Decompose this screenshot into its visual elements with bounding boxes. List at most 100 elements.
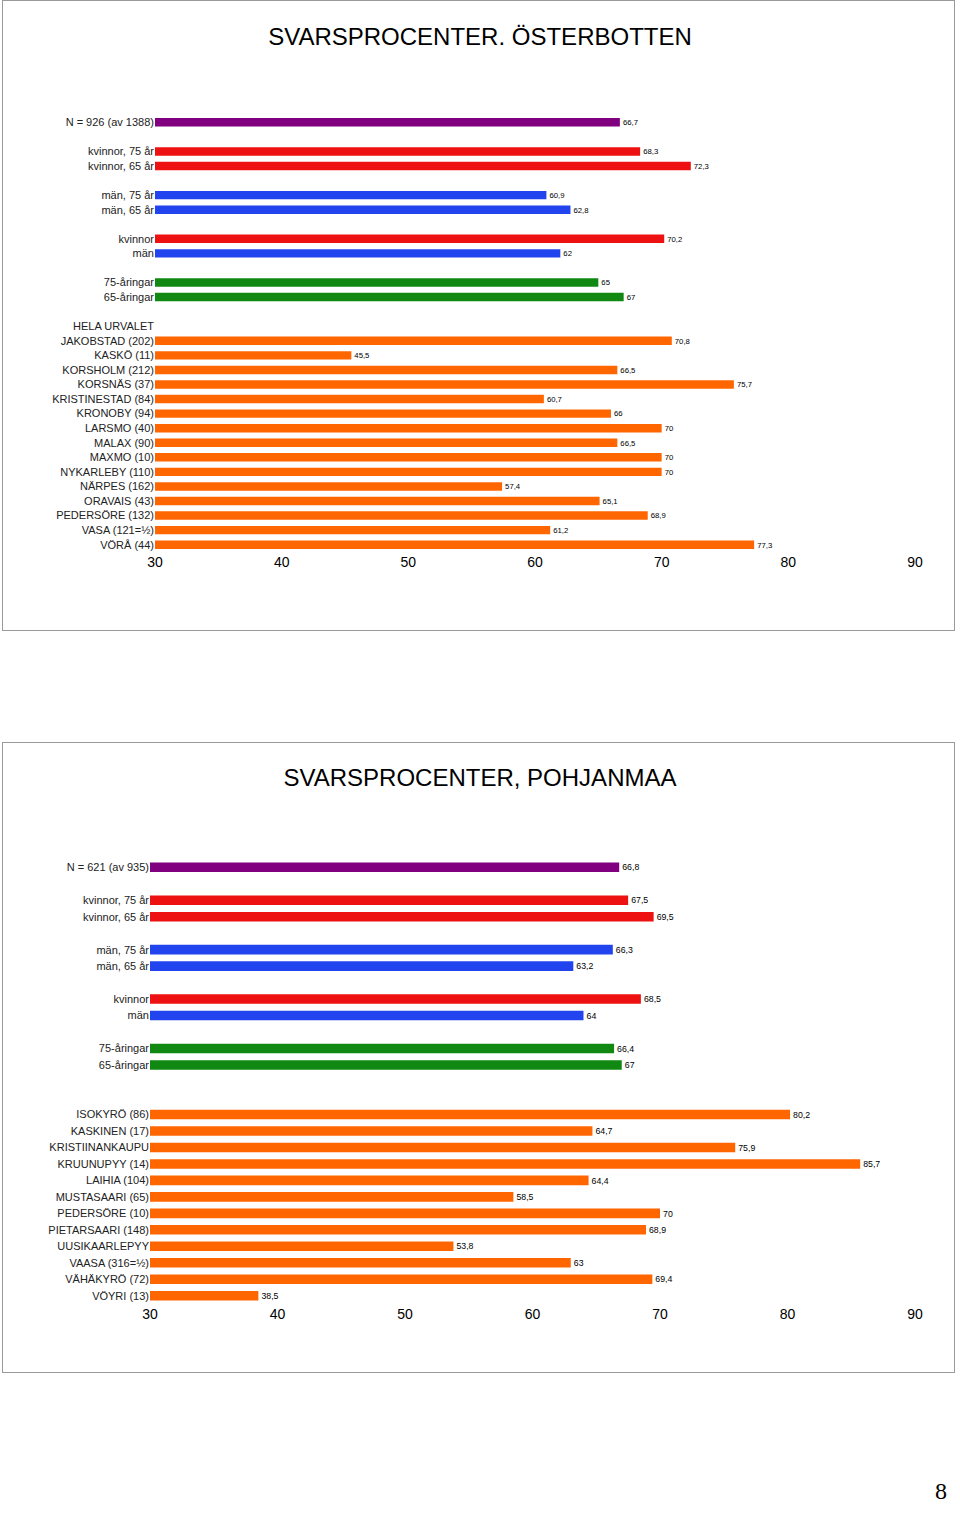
svg-text:30: 30 [147,554,163,570]
svg-text:53,8: 53,8 [456,1241,473,1251]
svg-text:70: 70 [652,1306,668,1322]
svg-text:HELA URVALET: HELA URVALET [73,320,154,332]
svg-text:KASKÖ (11): KASKÖ (11) [94,349,154,361]
svg-text:66,5: 66,5 [620,366,635,375]
svg-text:68,9: 68,9 [651,511,666,520]
svg-text:66,3: 66,3 [616,945,633,955]
svg-text:kvinnor, 65 år: kvinnor, 65 år [88,160,154,172]
svg-text:70: 70 [654,554,670,570]
svg-text:VASA (121=½): VASA (121=½) [82,524,154,536]
svg-text:63,2: 63,2 [576,961,593,971]
svg-text:30: 30 [142,1306,158,1322]
svg-text:66,7: 66,7 [623,118,638,127]
svg-text:män, 65 år: män, 65 år [101,204,154,216]
svg-text:66: 66 [614,409,623,418]
svg-text:57,4: 57,4 [505,482,521,491]
svg-text:70: 70 [665,468,674,477]
svg-text:65-åringar: 65-åringar [104,291,154,303]
svg-text:75,7: 75,7 [737,380,752,389]
svg-text:85,7: 85,7 [863,1159,880,1169]
svg-text:ORAVAIS (43): ORAVAIS (43) [84,495,154,507]
svg-text:kvinnor, 75 år: kvinnor, 75 år [83,894,149,906]
svg-text:LAIHIA (104): LAIHIA (104) [86,1174,149,1186]
svg-text:58,5: 58,5 [516,1192,533,1202]
svg-text:69,4: 69,4 [655,1274,672,1284]
svg-text:66,8: 66,8 [622,862,639,872]
svg-text:män: män [133,247,154,259]
svg-text:PEDERSÖRE (132): PEDERSÖRE (132) [56,509,154,521]
svg-text:75-åringar: 75-åringar [99,1042,149,1054]
svg-text:KORSNÄS (37): KORSNÄS (37) [78,378,154,390]
svg-text:MAXMO (10): MAXMO (10) [90,451,154,463]
svg-text:67,5: 67,5 [631,895,648,905]
svg-text:ISOKYRÖ (86): ISOKYRÖ (86) [76,1108,149,1120]
svg-text:MUSTASAARI (65): MUSTASAARI (65) [56,1191,149,1203]
svg-text:77,3: 77,3 [757,541,772,550]
svg-text:SVARSPROCENTER, POHJANMAA: SVARSPROCENTER, POHJANMAA [284,764,677,791]
svg-text:65-åringar: 65-åringar [99,1059,149,1071]
svg-text:UUSIKAARLEPYY: UUSIKAARLEPYY [57,1240,149,1252]
svg-text:90: 90 [907,554,923,570]
svg-text:64,7: 64,7 [595,1126,612,1136]
svg-text:60,9: 60,9 [549,191,564,200]
svg-text:JAKOBSTAD (202): JAKOBSTAD (202) [61,335,154,347]
svg-text:40: 40 [274,554,290,570]
svg-text:PIETARSAARI (148): PIETARSAARI (148) [48,1224,149,1236]
svg-text:68,3: 68,3 [643,147,658,156]
svg-text:NÄRPES (162): NÄRPES (162) [80,480,154,492]
svg-text:kvinnor: kvinnor [114,993,150,1005]
svg-text:61,2: 61,2 [553,526,568,535]
svg-text:62,8: 62,8 [573,206,588,215]
svg-text:VÖYRI (13): VÖYRI (13) [92,1290,149,1302]
svg-text:KRUUNUPYY (14): KRUUNUPYY (14) [58,1158,150,1170]
svg-text:67: 67 [625,1060,635,1070]
svg-text:kvinnor, 75 år: kvinnor, 75 år [88,145,154,157]
svg-text:KASKINEN (17): KASKINEN (17) [71,1125,149,1137]
svg-text:MALAX (90): MALAX (90) [94,437,154,449]
svg-text:N = 621 (av 935): N = 621 (av 935) [67,861,149,873]
svg-text:SVARSPROCENTER. ÖSTERBOTTEN: SVARSPROCENTER. ÖSTERBOTTEN [268,23,692,50]
svg-text:68,9: 68,9 [649,1225,666,1235]
svg-text:67: 67 [627,293,636,302]
svg-text:kvinnor: kvinnor [119,233,155,245]
svg-text:69,5: 69,5 [657,912,674,922]
svg-text:50: 50 [401,554,417,570]
svg-text:N = 926 (av 1388): N = 926 (av 1388) [66,116,154,128]
svg-text:50: 50 [397,1306,413,1322]
svg-text:38,5: 38,5 [261,1291,278,1301]
svg-text:80: 80 [781,554,797,570]
svg-text:män, 75 år: män, 75 år [96,944,149,956]
svg-text:70: 70 [665,453,674,462]
svg-text:90: 90 [907,1306,923,1322]
svg-text:PEDERSÖRE (10): PEDERSÖRE (10) [57,1207,149,1219]
svg-text:75,9: 75,9 [738,1143,755,1153]
svg-text:LARSMO (40): LARSMO (40) [85,422,154,434]
svg-text:70: 70 [663,1209,673,1219]
svg-text:60: 60 [527,554,543,570]
svg-text:80: 80 [780,1306,796,1322]
svg-text:kvinnor, 65 år: kvinnor, 65 år [83,911,149,923]
svg-text:40: 40 [270,1306,286,1322]
svg-text:68,5: 68,5 [644,994,661,1004]
svg-text:65,1: 65,1 [603,497,618,506]
svg-text:VÄHÄKYRÖ (72): VÄHÄKYRÖ (72) [65,1273,149,1285]
svg-text:60,7: 60,7 [547,395,562,404]
svg-text:KRISTINESTAD (84): KRISTINESTAD (84) [52,393,154,405]
svg-text:64: 64 [587,1011,597,1021]
svg-text:72,3: 72,3 [694,162,709,171]
svg-text:VAASA (316=½): VAASA (316=½) [69,1257,149,1269]
svg-text:75-åringar: 75-åringar [104,276,154,288]
svg-text:63: 63 [574,1258,584,1268]
svg-text:män: män [128,1009,149,1021]
svg-text:65: 65 [601,278,610,287]
svg-text:66,4: 66,4 [617,1044,634,1054]
svg-text:70,2: 70,2 [667,235,682,244]
svg-text:70: 70 [665,424,674,433]
svg-text:VÖRÅ (44): VÖRÅ (44) [100,539,154,551]
svg-text:62: 62 [563,249,572,258]
svg-text:KRISTIINANKAUPU: KRISTIINANKAUPU [49,1141,149,1153]
svg-text:60: 60 [525,1306,541,1322]
svg-text:NYKARLEBY (110): NYKARLEBY (110) [60,466,154,478]
svg-text:64,4: 64,4 [592,1176,609,1186]
svg-text:män, 75 år: män, 75 år [101,189,154,201]
